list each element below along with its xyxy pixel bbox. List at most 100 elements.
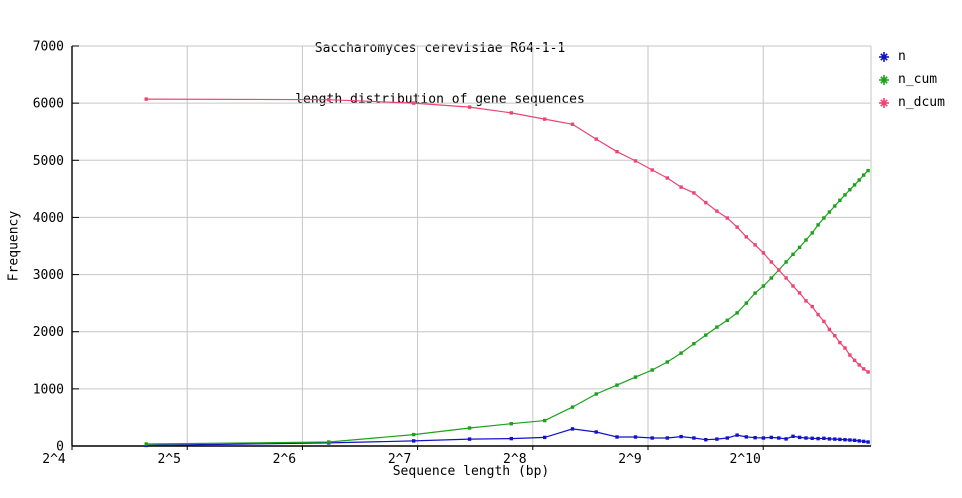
series-n_cum-point	[735, 311, 739, 315]
series-n-point	[857, 439, 861, 443]
x-tick-label: 2^8	[503, 452, 526, 467]
y-tick-label: 5000	[33, 154, 64, 169]
series-n_dcum-point	[715, 209, 719, 213]
series-n-point	[791, 434, 795, 438]
legend-item-n-cum: n_cum	[877, 68, 945, 91]
series-n-point	[509, 436, 513, 441]
series-n_cum-point	[144, 442, 148, 446]
series-n_cum-line	[146, 170, 869, 445]
series-n-point	[833, 437, 837, 441]
y-tick-label: 2000	[33, 325, 64, 340]
n-series-marker-icon	[879, 51, 889, 62]
x-tick-label: 2^6	[273, 452, 296, 467]
x-tick-label: 2^4	[42, 452, 66, 467]
series-n_dcum-point	[412, 101, 416, 105]
x-tick-label: 2^10	[730, 452, 761, 467]
legend-item-n-dcum: n_dcum	[877, 91, 945, 114]
series-n_dcum-point	[866, 370, 870, 374]
series-n-point	[810, 436, 814, 440]
series-n-point	[852, 438, 857, 442]
y-tick-label: 7000	[33, 40, 64, 55]
series-n_cum-point	[633, 375, 638, 379]
series-n-point	[784, 437, 788, 441]
series-n_cum-point	[852, 183, 857, 187]
series-n_dcum-point	[615, 150, 619, 154]
series-n_dcum-point	[810, 304, 814, 309]
series-n_cum-point	[804, 238, 808, 242]
legend-label-n: n	[898, 49, 906, 64]
chart-title: Saccharomyces cerevisiae R64-1-1	[314, 41, 566, 56]
series-n_dcum-point	[144, 97, 148, 101]
series-n_cum-point	[704, 333, 708, 337]
series-n_dcum-point	[827, 327, 832, 332]
series-n_dcum-point	[753, 243, 757, 247]
series-n_dcum-point	[848, 353, 852, 357]
series-n_cum-point	[784, 260, 788, 264]
series-n_dcum-point	[833, 334, 837, 338]
x-axis-title: Sequence length (bp)	[392, 464, 550, 479]
series-n_cum-point	[692, 342, 696, 346]
y-tick-label: 3000	[33, 268, 64, 283]
series-n-point	[827, 437, 832, 441]
series-n_cum-point	[838, 198, 842, 202]
series-n_dcum-point	[650, 168, 654, 172]
series-n_dcum-point	[543, 117, 547, 121]
series-n-point	[467, 437, 472, 441]
series-n_cum-point	[327, 440, 331, 444]
series-n-point	[665, 436, 669, 440]
series-n_cum-point	[866, 168, 870, 173]
series-n_dcum-point	[679, 185, 683, 189]
series-n-point	[744, 435, 748, 439]
series-n-point	[615, 435, 619, 439]
series-n_cum-point	[715, 325, 719, 329]
series-n-point	[735, 433, 739, 437]
series-n_dcum-point	[816, 312, 820, 317]
series-n-point	[570, 427, 575, 431]
series-n_cum-point	[509, 422, 513, 426]
series-n_dcum-point	[862, 367, 866, 371]
series-n_dcum-point	[777, 268, 781, 272]
series-n_cum-point	[543, 418, 547, 423]
series-n-point	[679, 434, 683, 439]
series-n_dcum-point	[761, 251, 766, 255]
series-n_dcum-point	[822, 319, 826, 324]
series-n-point	[715, 437, 719, 441]
series-n-point	[804, 436, 808, 440]
series-n_cum-point	[843, 193, 847, 197]
series-n_cum-point	[753, 291, 757, 295]
series-n_cum-point	[744, 301, 748, 305]
series-n-point	[692, 436, 696, 440]
series-n_cum-point	[615, 383, 619, 387]
series-n_dcum-point	[467, 105, 472, 109]
n-dcum-series-marker-icon	[879, 97, 889, 108]
series-n-point	[650, 436, 654, 440]
series-n_dcum-line	[146, 98, 869, 373]
series-n-point	[633, 435, 638, 439]
series-n-point	[862, 439, 866, 444]
y-tick-label: 6000	[33, 97, 64, 112]
series-n_dcum-point	[852, 358, 857, 362]
series-n-point	[848, 438, 852, 442]
series-n_dcum-point	[509, 111, 513, 115]
y-tick-label: 4000	[33, 211, 64, 226]
series-n_cum-point	[412, 432, 416, 437]
series-n_cum-point	[650, 368, 654, 372]
series-n_cum-point	[822, 216, 826, 220]
series-n_dcum-point	[327, 98, 331, 102]
series-n-point	[777, 436, 781, 440]
series-n_dcum-point	[633, 159, 638, 163]
y-tick-label: 1000	[33, 382, 64, 397]
legend: n n_cum n_dcum	[877, 45, 945, 114]
series-n-point	[822, 436, 826, 440]
series-n_dcum-point	[570, 122, 575, 126]
series-n-point	[594, 430, 598, 434]
series-n_cum-point	[761, 284, 766, 288]
series-n-point	[704, 438, 708, 442]
series-n_cum-point	[679, 351, 683, 355]
series-n-point	[838, 437, 842, 442]
legend-item-n: n	[877, 45, 945, 68]
series-n_dcum-point	[594, 137, 598, 141]
series-n_cum-point	[725, 318, 729, 322]
